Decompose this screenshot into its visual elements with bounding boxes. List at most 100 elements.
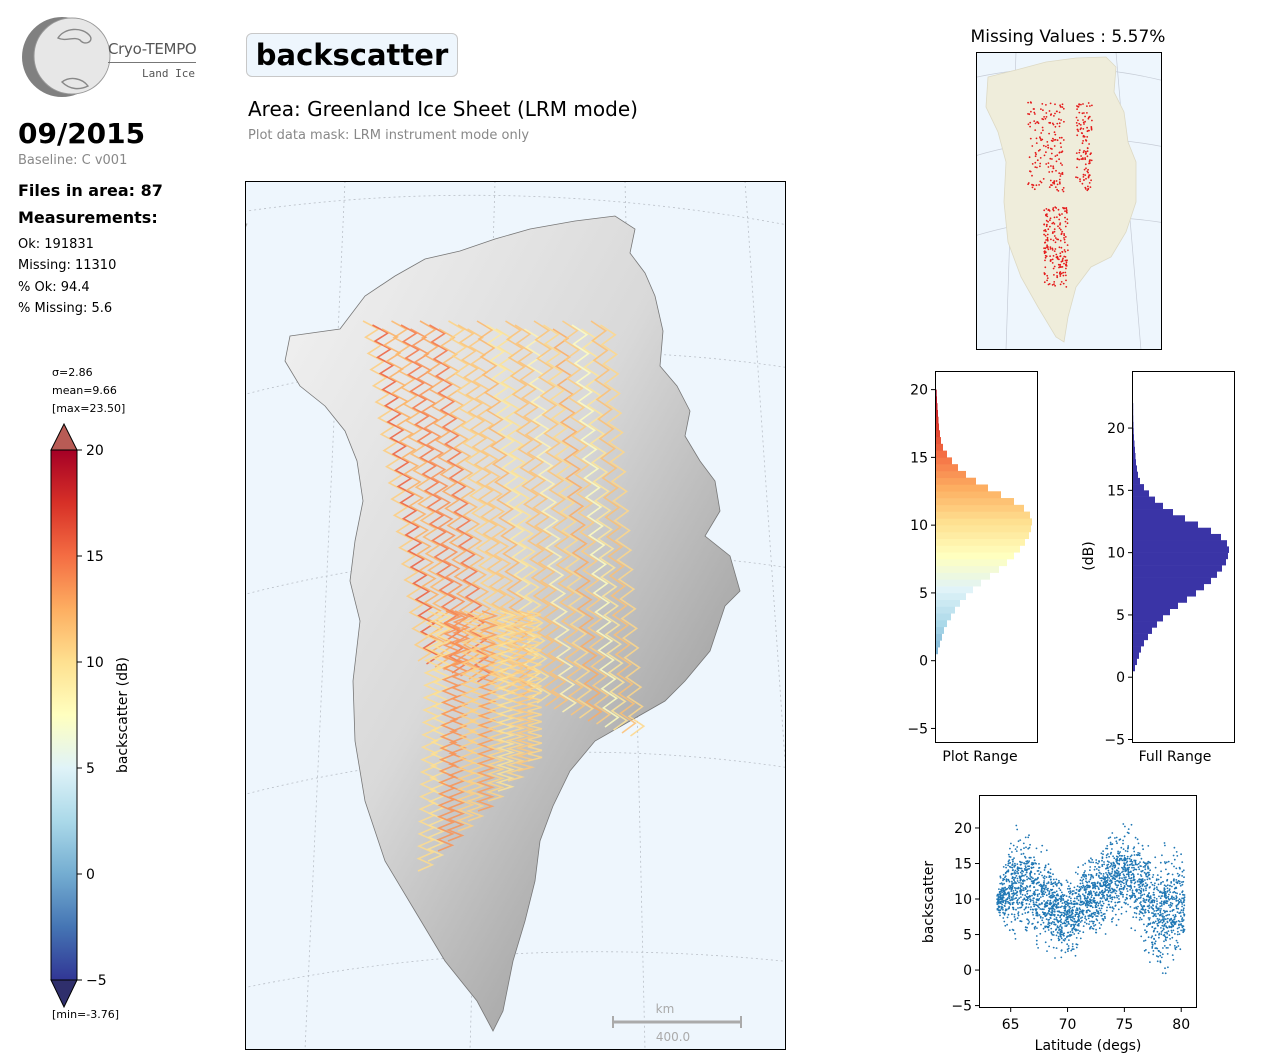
scatter-point — [1070, 918, 1072, 921]
scatter-point — [1059, 916, 1061, 919]
histogram-tick-label: −5 — [907, 721, 928, 737]
scatter-point — [1147, 951, 1150, 954]
scatter-point — [1167, 966, 1169, 969]
missing-point — [1054, 125, 1057, 128]
scatter-point — [1115, 924, 1118, 927]
scatter-point — [1003, 878, 1006, 881]
histogram-bar — [936, 592, 966, 600]
scatter-point — [1132, 877, 1135, 879]
scatter-point — [1165, 885, 1167, 888]
scatter-point — [1131, 861, 1134, 863]
scatter-point — [1094, 887, 1097, 890]
missing-point — [1090, 179, 1092, 182]
scatter-point — [1030, 871, 1033, 874]
scatter-xlabel: Latitude (degs) — [1035, 1038, 1142, 1054]
missing-point — [1075, 122, 1078, 124]
scatter-point — [1024, 855, 1026, 858]
scatter-point — [1033, 879, 1036, 882]
scatter-point — [1090, 892, 1093, 895]
scatter-point — [1157, 955, 1160, 958]
scatter-point — [1096, 885, 1099, 888]
scatter-point — [997, 893, 999, 896]
scatter-point — [1044, 864, 1047, 867]
histogram-bar — [936, 484, 988, 492]
scatter-point — [1182, 880, 1185, 883]
scatter-point — [1164, 922, 1167, 925]
scatter-point — [999, 890, 1002, 893]
scatter-point — [1126, 879, 1129, 882]
scatter-point — [1007, 870, 1010, 873]
missing-point — [1060, 246, 1063, 249]
scatter-point — [1122, 868, 1125, 871]
scatter-point — [1156, 874, 1159, 876]
scatter-point — [1165, 868, 1167, 871]
scatter-point — [1018, 897, 1021, 900]
scatter-point — [1008, 897, 1011, 900]
scatter-point — [1002, 908, 1004, 911]
scatter-point — [1107, 884, 1109, 887]
orbit-track — [590, 320, 637, 734]
scatter-point — [1043, 880, 1045, 882]
scatter-point — [1067, 902, 1069, 905]
scatter-point — [1079, 937, 1082, 940]
scatter-point — [1051, 905, 1054, 908]
scatter-point — [1105, 909, 1108, 912]
scatter-point — [1163, 861, 1166, 863]
scatter-point — [1011, 885, 1014, 888]
scatter-point — [1012, 894, 1015, 897]
scatter-point — [1064, 951, 1067, 954]
missing-point — [1078, 103, 1080, 105]
scatter-point — [1164, 935, 1166, 938]
scatter-point — [1162, 934, 1165, 937]
missing-point — [1064, 210, 1066, 213]
missing-point — [1086, 130, 1089, 133]
scatter-point — [1083, 887, 1086, 889]
missing-point — [1076, 108, 1078, 110]
scatter-point — [1064, 922, 1067, 925]
missing-point — [1046, 223, 1048, 226]
missing-point — [1036, 159, 1039, 162]
scatter-point — [1081, 911, 1084, 913]
scatter-point — [1049, 916, 1052, 919]
scatter-point — [1061, 911, 1063, 914]
scatter-point — [1135, 898, 1138, 900]
scatter-point — [1077, 913, 1080, 916]
missing-point — [1049, 157, 1052, 160]
missing-point — [1050, 259, 1052, 261]
scatter-point — [1115, 836, 1118, 839]
scatter-point — [1010, 896, 1013, 899]
missing-point — [1052, 165, 1055, 168]
scatter-point — [1153, 938, 1156, 940]
scatter-point — [1055, 878, 1058, 881]
missing-point — [1088, 182, 1091, 184]
histogram-bar — [936, 647, 938, 655]
scatter-point — [1049, 899, 1052, 902]
missing-point — [1054, 103, 1056, 106]
missing-point — [1060, 146, 1062, 148]
scatter-point — [1024, 928, 1027, 931]
scatter-point — [1182, 911, 1184, 914]
missing-point — [1027, 123, 1030, 126]
scatter-point — [1141, 894, 1144, 896]
scatter-point — [1133, 846, 1136, 849]
scatter-point — [1149, 923, 1151, 925]
scatter-point — [1155, 909, 1158, 912]
scatter-point — [1094, 904, 1097, 907]
missing-point — [1076, 134, 1079, 137]
missing-point — [1052, 207, 1055, 209]
missing-point — [1086, 147, 1089, 150]
scatter-point — [1027, 861, 1030, 864]
scatter-point — [1116, 842, 1118, 845]
missing-point — [1056, 110, 1058, 113]
scatter-point — [1147, 924, 1150, 926]
scatter-point — [1083, 894, 1086, 897]
scatter-point — [1180, 929, 1182, 932]
histogram-bar — [1133, 440, 1135, 448]
scatter-point — [1023, 898, 1026, 901]
scatter-point — [1021, 885, 1023, 888]
scatter-point — [1011, 906, 1014, 909]
scatter-point — [1068, 896, 1071, 898]
scatter-point — [1081, 900, 1084, 903]
missing-point — [1031, 163, 1034, 165]
